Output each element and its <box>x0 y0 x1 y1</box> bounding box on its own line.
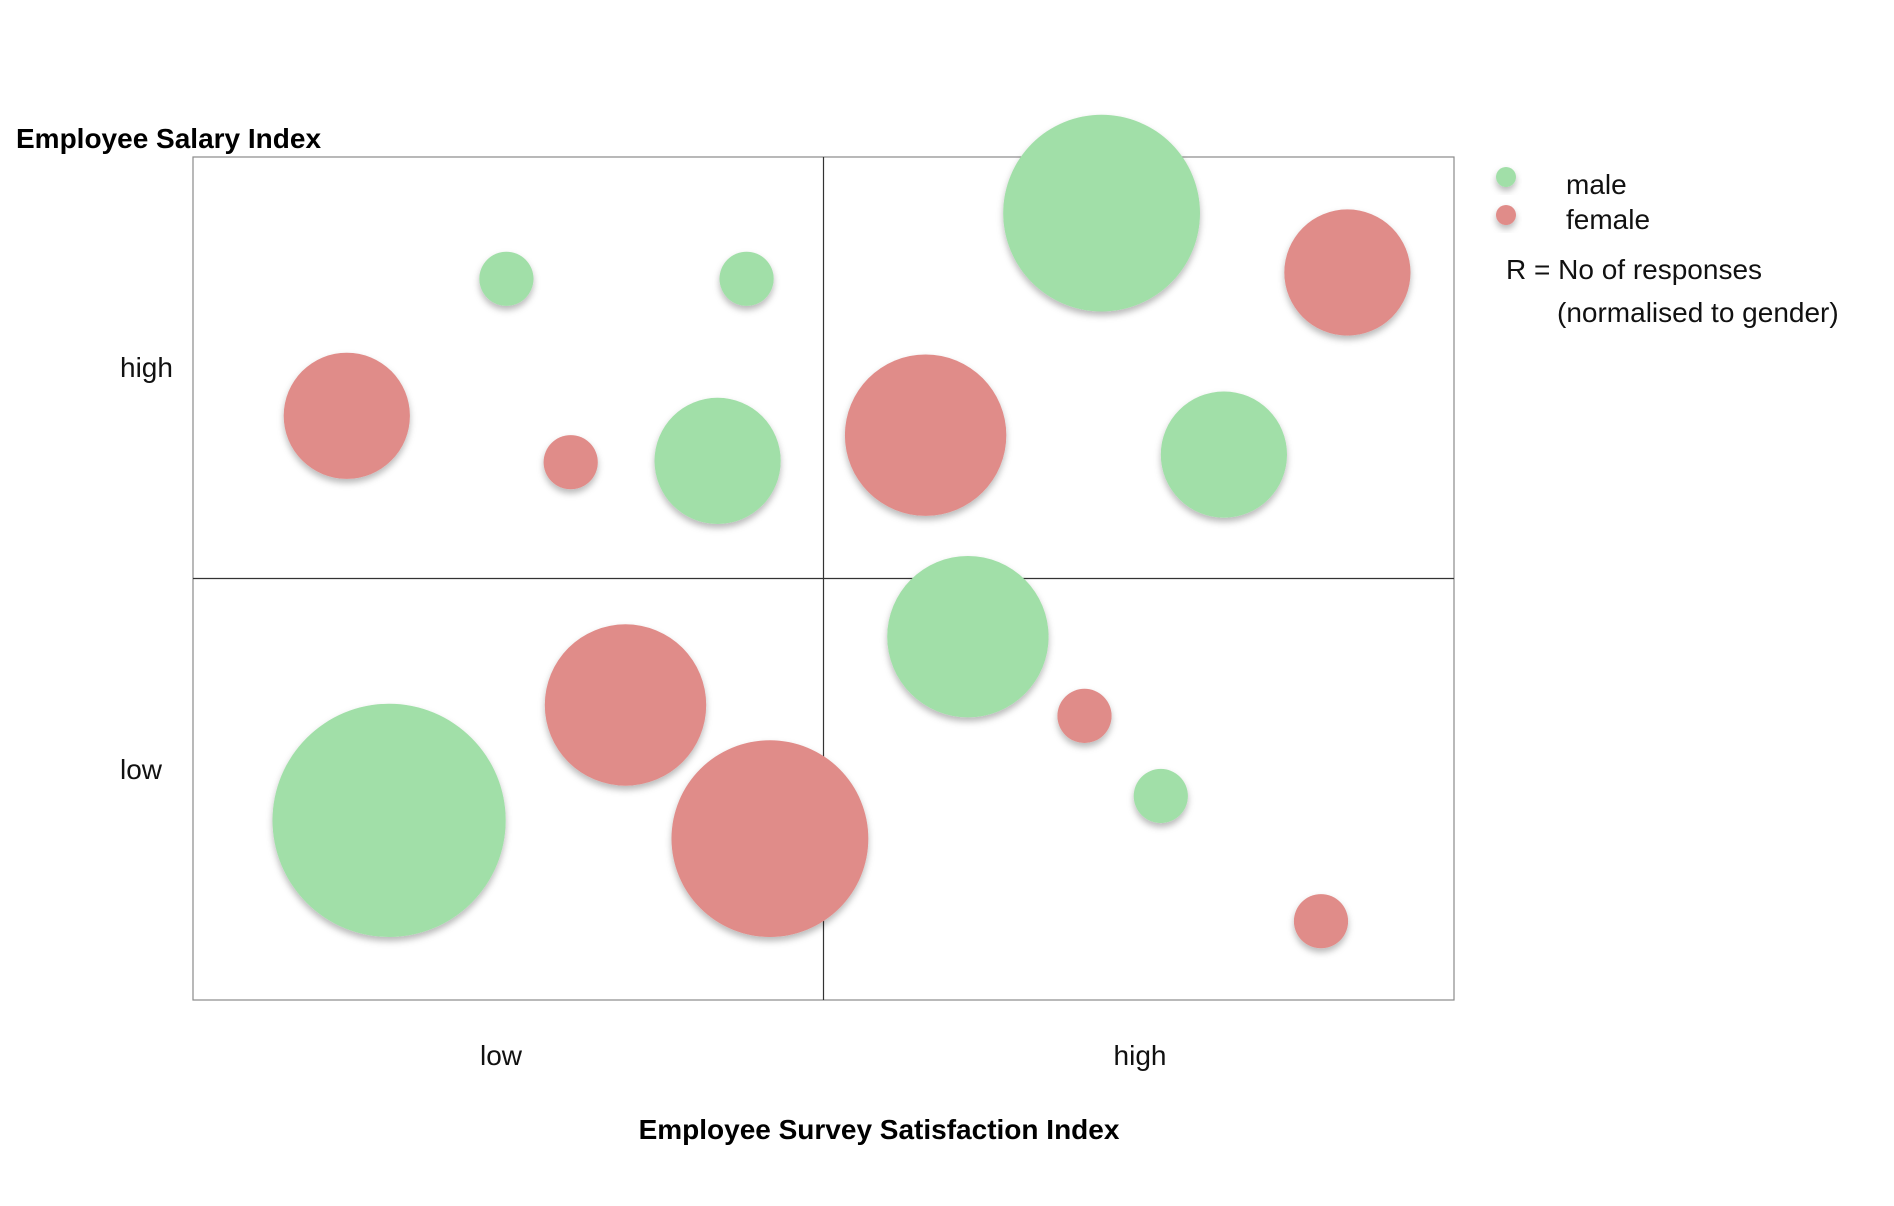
legend-swatch-male <box>1496 167 1516 187</box>
bubble-male-7 <box>1133 768 1188 824</box>
bubble-female-7 <box>544 624 707 786</box>
bubble-female-5 <box>1057 688 1112 744</box>
bubble-layer <box>272 114 1411 949</box>
legend-label-female: female <box>1566 204 1650 235</box>
bubble-male-1 <box>479 251 534 306</box>
bubble-male-6 <box>887 556 1049 718</box>
bubble-male-2 <box>719 251 774 306</box>
y-axis-title: Employee Salary Index <box>16 123 321 154</box>
bubble-male-8 <box>272 703 506 938</box>
x-tick-high: high <box>1114 1040 1167 1071</box>
legend-swatch-female <box>1496 205 1516 225</box>
bubble-female-4 <box>844 354 1007 516</box>
y-tick-high: high <box>120 352 173 383</box>
bubble-female-6 <box>1293 894 1349 949</box>
legend-label-male: male <box>1566 169 1627 200</box>
bubble-female-2 <box>543 435 598 490</box>
x-axis-title: Employee Survey Satisfaction Index <box>639 1114 1120 1145</box>
y-tick-low: low <box>120 754 163 785</box>
bubble-male-4 <box>1003 114 1200 312</box>
bubble-female-1 <box>283 352 410 479</box>
bubble-male-5 <box>1160 391 1287 518</box>
bubble-male-3 <box>654 397 781 524</box>
legend: male female R = No of responses (normali… <box>1496 167 1839 328</box>
legend-note-line1: R = No of responses <box>1506 254 1762 285</box>
x-tick-low: low <box>480 1040 523 1071</box>
bubble-female-8 <box>671 740 869 937</box>
legend-note-line2: (normalised to gender) <box>1557 297 1839 328</box>
bubble-female-3 <box>1284 209 1411 336</box>
